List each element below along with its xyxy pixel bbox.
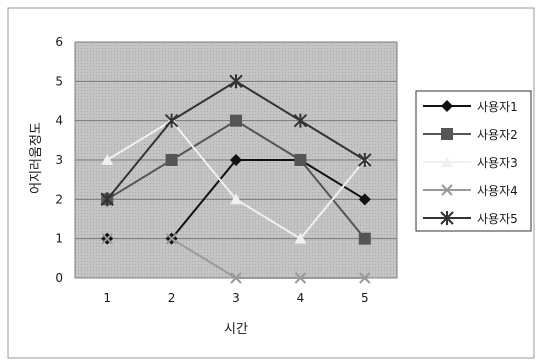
legend-item: 사용자4 xyxy=(423,184,518,198)
data-point xyxy=(294,154,307,166)
data-point xyxy=(293,113,308,128)
legend-marker xyxy=(441,184,453,196)
data-point xyxy=(358,232,371,245)
x-tick-label: 4 xyxy=(297,291,305,305)
data-point xyxy=(359,272,371,284)
legend-label: 사용자4 xyxy=(477,184,518,198)
legend-marker xyxy=(441,100,453,112)
data-point xyxy=(165,232,178,245)
series-line xyxy=(171,237,365,279)
series-group xyxy=(100,74,372,284)
legend-label: 사용자5 xyxy=(477,212,518,226)
x-axis-tick-labels: 1 2 3 4 5 xyxy=(103,291,368,305)
x-tick-label: 3 xyxy=(232,291,240,305)
legend-items: 사용자1 사용자2 사용자3 사용자4 사용자5 xyxy=(423,100,518,226)
legend-item: 사용자2 xyxy=(423,128,518,142)
legend-marker xyxy=(441,156,453,167)
x-tick-label: 1 xyxy=(103,291,111,305)
y-tick-label: 5 xyxy=(55,74,63,88)
data-point xyxy=(358,153,372,167)
data-point xyxy=(230,193,242,205)
y-tick-label: 3 xyxy=(55,153,63,167)
data-point xyxy=(294,272,307,284)
y-tick-label: 2 xyxy=(55,192,63,206)
x-tick-label: 5 xyxy=(361,291,369,305)
y-axis-tick-labels: 0 1 2 3 4 5 6 xyxy=(55,35,63,285)
series-5 xyxy=(100,74,372,207)
series-4 xyxy=(101,232,371,284)
legend-label: 사용자1 xyxy=(477,100,518,114)
legend-marker xyxy=(440,211,454,225)
legend-marker xyxy=(441,128,453,140)
series-line xyxy=(170,159,366,240)
data-point xyxy=(164,113,179,128)
data-point xyxy=(229,74,243,89)
data-point xyxy=(100,192,114,207)
data-point xyxy=(230,154,242,166)
legend-item: 사용자1 xyxy=(423,100,518,114)
x-axis-label: 시간 xyxy=(224,322,248,337)
data-point xyxy=(165,154,178,166)
y-tick-label: 1 xyxy=(55,232,63,246)
data-point xyxy=(294,232,307,244)
legend-label: 사용자3 xyxy=(477,156,518,170)
data-point xyxy=(101,232,113,245)
y-tick-label: 0 xyxy=(55,271,63,285)
legend-item: 사용자3 xyxy=(423,156,518,170)
legend-label: 사용자2 xyxy=(477,128,518,142)
data-point xyxy=(230,114,242,127)
y-axis-label: 어지러움정도 xyxy=(29,122,44,194)
data-point xyxy=(358,193,371,206)
data-point xyxy=(101,154,114,165)
legend-item: 사용자5 xyxy=(423,211,518,226)
x-tick-label: 2 xyxy=(168,291,176,305)
y-tick-label: 6 xyxy=(55,35,63,49)
data-point xyxy=(230,272,242,284)
y-tick-label: 4 xyxy=(55,114,63,128)
